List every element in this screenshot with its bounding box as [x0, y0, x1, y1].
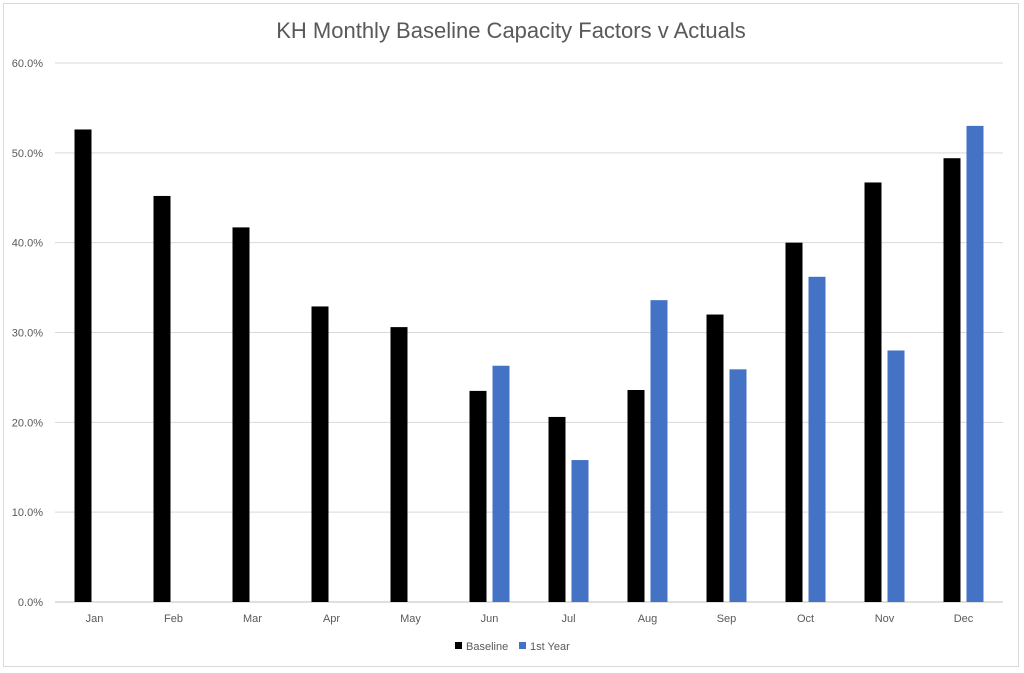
- legend: Baseline 1st Year: [455, 641, 570, 653]
- bars: [74, 125, 984, 602]
- legend-label: 1st Year: [530, 641, 570, 653]
- x-tick-label: Apr: [323, 613, 340, 625]
- x-tick-label: Mar: [243, 613, 262, 625]
- x-tick-label: Jul: [561, 613, 575, 625]
- bar-baseline-may: [390, 327, 408, 602]
- bar-baseline-oct: [785, 242, 803, 602]
- x-tick-label: Sep: [717, 613, 737, 625]
- y-tick-label: 0.0%: [18, 597, 43, 609]
- bar-baseline-jun: [469, 390, 487, 602]
- bar-first-year-oct: [808, 276, 826, 602]
- bar-baseline-feb: [153, 195, 171, 602]
- x-axis: Jan Feb Mar Apr May Jun Jul Aug Sep Oct Nov Dec: [86, 613, 974, 625]
- bar-first-year-nov: [887, 350, 905, 602]
- bar-first-year-jul: [571, 460, 589, 602]
- bar-baseline-nov: [864, 182, 882, 602]
- y-tick-label: 30.0%: [12, 328, 43, 340]
- gridlines: [55, 62, 1003, 603]
- chart-frame: [3, 3, 1019, 667]
- legend-label: Baseline: [466, 641, 508, 653]
- x-tick-label: Oct: [797, 613, 814, 625]
- x-tick-label: May: [400, 613, 421, 625]
- bar-first-year-aug: [650, 300, 668, 602]
- bar-first-year-sep: [729, 369, 747, 602]
- legend-swatch: [519, 642, 526, 649]
- bar-baseline-apr: [311, 306, 329, 602]
- bar-first-year-jun: [492, 365, 510, 602]
- y-tick-label: 50.0%: [12, 148, 43, 160]
- y-axis: 0.0% 10.0% 20.0% 30.0% 40.0% 50.0% 60.0%: [12, 58, 43, 609]
- y-tick-label: 20.0%: [12, 417, 43, 429]
- y-tick-label: 60.0%: [12, 58, 43, 70]
- x-tick-label: Feb: [164, 613, 183, 625]
- x-tick-label: Aug: [638, 613, 658, 625]
- y-tick-label: 10.0%: [12, 507, 43, 519]
- legend-swatch: [455, 642, 462, 649]
- bar-baseline-jan: [74, 129, 92, 602]
- bar-baseline-sep: [706, 314, 724, 602]
- bar-first-year-dec: [966, 125, 984, 602]
- bar-baseline-mar: [232, 227, 250, 602]
- x-tick-label: Jun: [481, 613, 499, 625]
- bar-baseline-aug: [627, 389, 645, 602]
- x-tick-label: Jan: [86, 613, 104, 625]
- y-tick-label: 40.0%: [12, 238, 43, 250]
- x-tick-label: Dec: [954, 613, 974, 625]
- bar-baseline-dec: [943, 158, 961, 602]
- chart-title: KH Monthly Baseline Capacity Factors v A…: [276, 18, 746, 43]
- bar-baseline-jul: [548, 416, 566, 602]
- x-tick-label: Nov: [875, 613, 895, 625]
